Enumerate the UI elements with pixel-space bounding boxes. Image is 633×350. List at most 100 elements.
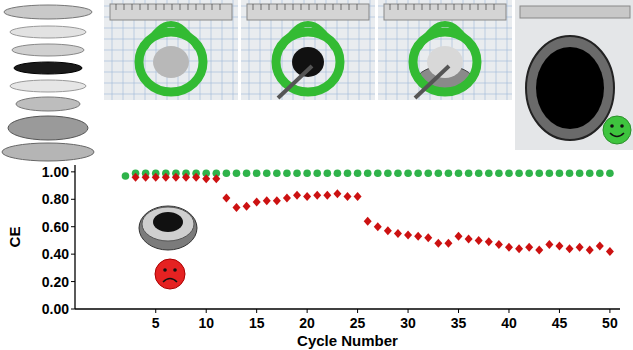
point [283,193,291,202]
photo-bg [104,0,238,100]
y-axis-label: CE [6,227,23,248]
smiley [603,116,631,144]
x-tick [559,309,560,313]
ruler-tick [325,4,326,10]
ruler-tick [180,4,181,10]
y-tick-label: 0.80 [42,191,69,207]
point [455,232,463,241]
point [374,222,382,231]
ruler-tick [309,4,310,10]
x-tick-label: 45 [552,315,568,331]
ruler-tick [212,4,213,10]
coin-cell-rim [142,207,194,241]
cell-part [10,80,86,92]
point [535,246,543,255]
point [515,244,523,253]
point [596,241,604,250]
point [576,169,584,177]
point [222,193,230,202]
x-tick-label: 25 [350,315,366,331]
ruler [110,4,232,20]
x-axis [75,308,620,309]
x-tick [155,309,156,313]
y-tick-label: 1.00 [42,164,69,180]
green-handle [282,24,334,48]
frowny [155,259,185,289]
y-tick-label: 0.20 [42,274,69,290]
point [374,169,382,177]
point [576,243,584,252]
point [465,169,473,177]
point [465,235,473,244]
grid-paper [241,83,375,84]
electrode [153,212,183,232]
ruler-tick [317,4,318,10]
point [344,169,352,177]
ruler-tick [148,4,149,10]
cell-part [10,26,86,38]
point [475,169,483,177]
point [525,243,533,252]
ruler-tick [454,4,455,10]
frowny-eye [173,268,177,272]
photo [104,0,238,100]
ruler-tick [132,4,133,10]
ruler-tick [414,4,415,10]
ruler-tick [478,4,479,10]
point [243,169,251,177]
x-tick [458,309,459,313]
y-tick-label: 0.60 [42,219,69,235]
ruler-tick [349,4,350,10]
ruler-tick [357,4,358,10]
point [354,169,362,177]
ruler-tick [261,4,262,10]
tweezers [415,66,449,98]
point [192,173,200,182]
point [445,169,453,177]
ruler-tick [172,4,173,10]
point [586,246,594,255]
point [172,173,180,182]
tweezers [278,66,312,98]
green-handle [419,24,471,48]
x-tick-label: 20 [299,315,315,331]
ruler-tick [406,4,407,10]
x-tick-label: 30 [400,315,416,331]
point [435,169,443,177]
ruler-tick [140,4,141,10]
frowny-mouth [163,279,177,283]
ruler-tick [220,4,221,10]
ruler-tick [269,4,270,10]
photo-strip [2,0,633,161]
point [122,172,130,180]
point [233,169,241,177]
x-tick-label: 10 [198,315,214,331]
point [394,169,402,177]
y-tick-label: 0.40 [42,246,69,262]
ruler-tick [124,4,125,10]
y-tick [71,199,75,200]
point [223,169,231,177]
y-tick [71,254,75,255]
x-tick-label: 50 [602,315,618,331]
ruler [520,6,630,18]
ruler-tick [430,4,431,10]
point [424,233,432,242]
point [525,169,533,177]
point [253,169,261,177]
y-tick [71,281,75,282]
y-tick-label: 0.00 [42,301,69,317]
point [132,173,140,182]
point [162,173,170,182]
ruler-tick [486,4,487,10]
x-tick-label: 15 [249,315,265,331]
grid-paper [241,39,375,40]
ruler-tick [196,4,197,10]
point [303,192,311,201]
figure: 0.000.200.400.600.801.005101520253035404… [0,0,633,350]
ruler-tick [277,4,278,10]
point [384,226,392,235]
point [182,173,190,182]
point [293,191,301,200]
grid-paper [104,83,238,84]
